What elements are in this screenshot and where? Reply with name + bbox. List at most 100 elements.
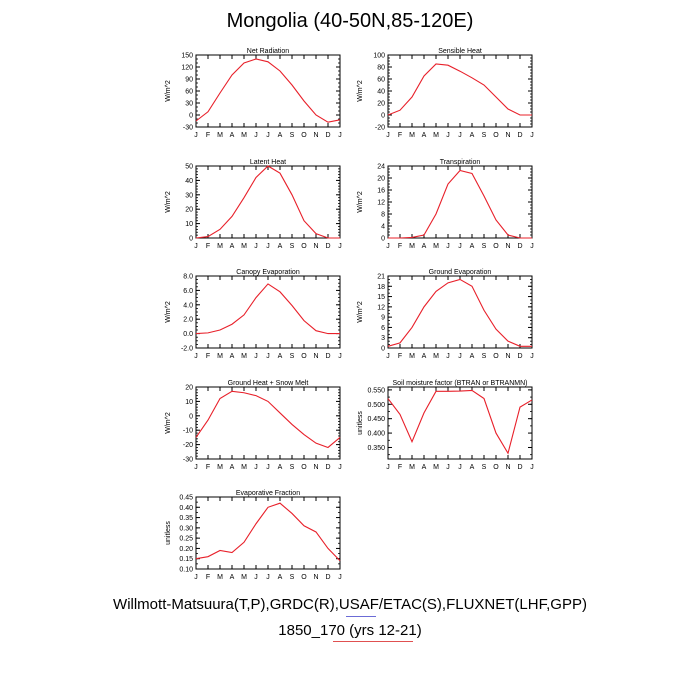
y-tick-label: 0	[189, 413, 193, 420]
x-tick-label: J	[194, 243, 198, 250]
series-line	[195, 502, 341, 562]
y-tick-label: 16	[377, 188, 385, 195]
x-tick-label: M	[409, 243, 415, 250]
y-axis-label: W/m^2	[357, 191, 364, 213]
x-tick-label: J	[458, 243, 462, 250]
x-tick-label: S	[290, 464, 295, 471]
x-tick-label: A	[422, 243, 427, 250]
y-tick-label: 40	[185, 178, 193, 185]
y-tick-label: -30	[183, 125, 193, 132]
x-tick-label: N	[505, 464, 510, 471]
x-tick-label: A	[230, 243, 235, 250]
y-axis-label: W/m^2	[165, 191, 172, 213]
panel-title: Net Radiation	[247, 48, 290, 55]
y-axis-label: unitless	[165, 521, 172, 545]
x-tick-label: N	[313, 132, 318, 139]
x-tick-label: A	[230, 353, 235, 360]
y-tick-label: 120	[181, 65, 193, 72]
plot-frame	[195, 275, 341, 349]
y-tick-label: 4	[381, 224, 385, 231]
x-tick-label: N	[313, 353, 318, 360]
x-tick-label: J	[386, 132, 390, 139]
panel-title: Canopy Evaporation	[236, 269, 300, 276]
figure-title: Mongolia (40-50N,85-120E)	[226, 10, 474, 32]
x-tick-label: J	[530, 353, 534, 360]
plot-frame	[387, 275, 533, 349]
x-tick-label: M	[241, 574, 247, 581]
x-tick-label: F	[398, 464, 402, 471]
series-line	[387, 63, 532, 116]
x-tick-label: D	[325, 574, 330, 581]
x-tick-label: J	[266, 132, 270, 139]
y-tick-label: 0	[189, 113, 193, 120]
series-line	[387, 389, 533, 455]
x-tick-label: M	[217, 243, 223, 250]
x-tick-label: O	[493, 464, 499, 471]
x-tick-label: A	[278, 132, 283, 139]
y-tick-label: 80	[377, 65, 385, 72]
x-tick-label: J	[254, 132, 258, 139]
x-tick-label: M	[217, 464, 223, 471]
x-tick-label: M	[241, 243, 247, 250]
x-tick-label: A	[470, 243, 475, 250]
x-tick-label: F	[206, 243, 210, 250]
x-tick-label: O	[301, 464, 307, 471]
x-tick-label: O	[493, 243, 499, 250]
series-line	[195, 283, 340, 335]
series-line	[195, 165, 340, 239]
y-tick-label: 0.15	[179, 556, 193, 563]
y-tick-label: 0	[381, 346, 385, 353]
panel-title: Soil moisture factor (BTRAN or BTRANMN)	[393, 380, 528, 387]
panel-title: Ground Evaporation	[429, 269, 492, 276]
x-tick-label: M	[409, 132, 415, 139]
series-line	[388, 169, 532, 239]
x-tick-label: O	[301, 574, 307, 581]
plot-frame	[195, 165, 341, 239]
x-tick-label: J	[266, 243, 270, 250]
y-tick-label: 0	[189, 236, 193, 243]
panel-title: Ground Heat + Snow Melt	[228, 380, 309, 387]
y-tick-label: 90	[185, 77, 193, 84]
x-tick-label: S	[290, 574, 295, 581]
x-tick-label: J	[338, 574, 342, 581]
y-tick-label: 100	[373, 53, 385, 60]
y-tick-label: 0.45	[179, 495, 193, 502]
y-tick-label: 20	[377, 101, 385, 108]
x-tick-label: J	[338, 464, 342, 471]
x-tick-label: N	[505, 353, 510, 360]
x-tick-label: A	[278, 243, 283, 250]
x-tick-label: A	[230, 464, 235, 471]
y-tick-label: 0.0	[183, 331, 193, 338]
y-tick-label: 24	[377, 164, 385, 171]
x-tick-label: J	[458, 132, 462, 139]
x-tick-label: J	[530, 464, 534, 471]
y-tick-label: 12	[377, 304, 385, 311]
x-tick-label: J	[458, 464, 462, 471]
y-tick-label: 2.0	[183, 317, 193, 324]
y-tick-label: 40	[377, 89, 385, 96]
y-tick-label: 12	[377, 200, 385, 207]
x-tick-label: S	[290, 353, 295, 360]
y-tick-label: 6.0	[183, 288, 193, 295]
x-tick-label: J	[338, 353, 342, 360]
x-tick-label: D	[517, 464, 522, 471]
x-tick-label: A	[470, 132, 475, 139]
y-tick-label: 6	[381, 325, 385, 332]
y-tick-label: 10	[185, 221, 193, 228]
chart-panel-4: Canopy Evaporation W/m^2 8.0 6.0 4.0 2.0 0.0 -2…	[165, 269, 342, 360]
y-tick-label: 0.30	[179, 525, 193, 532]
chart-panel-8: Evaporative Fraction unitless 0.45 0.40 0.35…	[165, 490, 342, 581]
x-tick-label: A	[230, 574, 235, 581]
x-tick-label: M	[409, 353, 415, 360]
x-tick-label: A	[422, 464, 427, 471]
y-axis-label: W/m^2	[165, 412, 172, 434]
x-tick-label: M	[241, 464, 247, 471]
x-tick-label: M	[433, 243, 439, 250]
data-sources-caption: Willmott-Matsuura(T,P),GRDC(R),USAF/ETAC…	[113, 596, 587, 613]
x-tick-label: A	[278, 353, 283, 360]
x-tick-label: J	[386, 464, 390, 471]
x-tick-label: J	[446, 353, 450, 360]
